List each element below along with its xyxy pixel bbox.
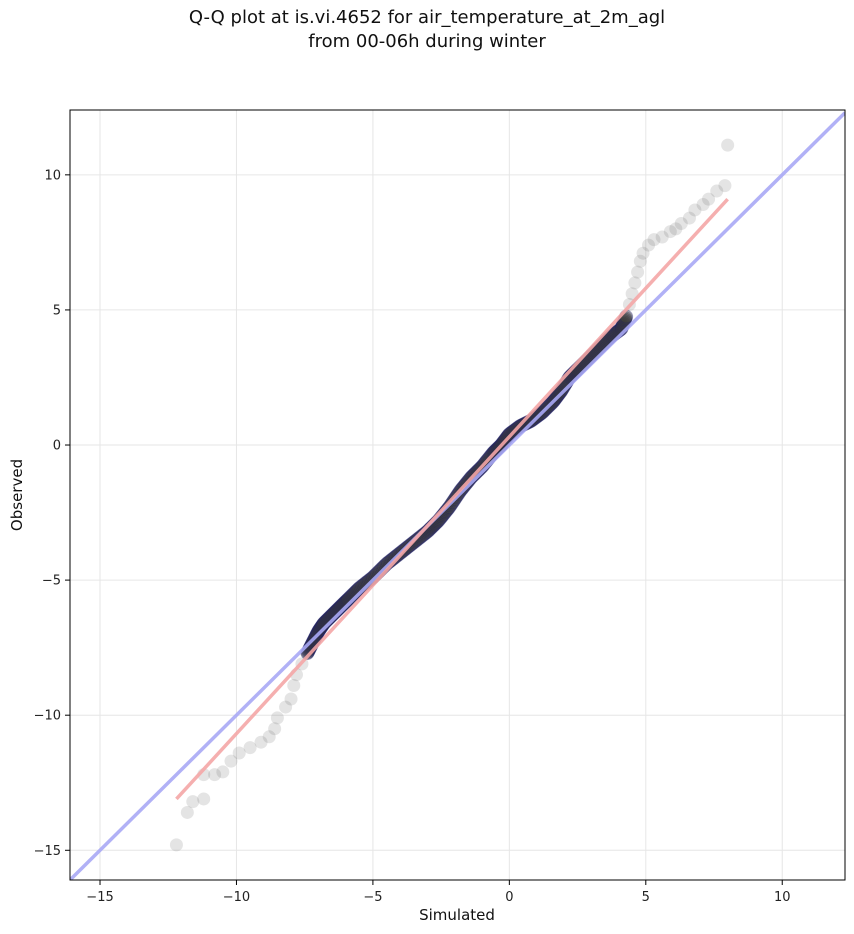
- qq-point: [311, 624, 326, 639]
- qq-point: [696, 198, 710, 212]
- identity-line: [70, 111, 845, 880]
- qq-point: [554, 383, 569, 398]
- qq-point: [669, 222, 683, 236]
- qq-point: [642, 238, 656, 252]
- y-tick-label: 0: [53, 439, 61, 454]
- qq-point: [647, 233, 661, 247]
- qq-point: [224, 754, 238, 768]
- qq-point: [232, 746, 246, 760]
- axes-frame: [69, 109, 846, 881]
- points-layer: [169, 138, 735, 852]
- qq-point: [208, 768, 222, 782]
- grid: [70, 110, 845, 880]
- qq-point: [555, 381, 570, 396]
- qq-point: [412, 530, 427, 545]
- qq-point: [270, 711, 284, 725]
- qq-point: [721, 138, 735, 152]
- qq-point: [702, 192, 716, 206]
- qq-point: [616, 315, 631, 330]
- qq-point: [674, 216, 688, 230]
- x-axis-label: Simulated: [419, 906, 495, 924]
- qq-point: [628, 276, 642, 290]
- qq-point: [312, 622, 327, 637]
- qq-point: [633, 254, 647, 268]
- qq-point: [268, 722, 282, 736]
- plot-area: [70, 111, 845, 880]
- y-axis-label: Observed: [8, 459, 26, 531]
- qq-point: [243, 741, 257, 755]
- qq-point: [710, 184, 724, 198]
- qq-point: [688, 203, 702, 217]
- x-tick-label: −5: [363, 890, 382, 905]
- qq-point: [287, 678, 301, 692]
- qq-point: [718, 179, 732, 193]
- qq-point: [663, 225, 677, 239]
- y-tick-label: −10: [34, 709, 61, 724]
- qq-point: [186, 795, 200, 809]
- qq-point: [312, 622, 327, 637]
- qq-point: [216, 765, 230, 779]
- qq-point: [169, 838, 183, 852]
- qq-point: [555, 382, 570, 397]
- x-tick-label: −15: [86, 890, 113, 905]
- qq-point: [682, 211, 696, 225]
- qq-point: [313, 621, 328, 636]
- qq-point: [655, 230, 669, 244]
- qq-point: [262, 730, 276, 744]
- x-tick-label: 10: [774, 890, 791, 905]
- qq-point: [631, 265, 645, 279]
- y-tick-label: 10: [44, 168, 61, 183]
- qq-point: [180, 805, 194, 819]
- qq-point: [197, 792, 211, 806]
- y-tick-label: −5: [42, 574, 61, 589]
- qq-point: [279, 700, 293, 714]
- x-tick-label: −10: [223, 890, 250, 905]
- chart-title-line-1: Q-Q plot at is.vi.4652 for air_temperatu…: [188, 7, 666, 28]
- qq-point: [636, 246, 650, 260]
- lines-layer: [70, 111, 845, 880]
- x-tick-label: 0: [505, 890, 513, 905]
- fit-line: [175, 197, 729, 801]
- qq-point: [284, 692, 298, 706]
- ticks: −15 −10 −5 0 5 10 −15 −10 −5 0 5 10: [34, 168, 791, 905]
- qq-point: [311, 623, 326, 638]
- y-tick-label: 5: [53, 303, 61, 318]
- chart-title-line-2: from 00-06h during winter: [308, 31, 546, 52]
- qq-point: [254, 735, 268, 749]
- x-tick-label: 5: [642, 890, 650, 905]
- y-tick-label: −15: [34, 844, 61, 859]
